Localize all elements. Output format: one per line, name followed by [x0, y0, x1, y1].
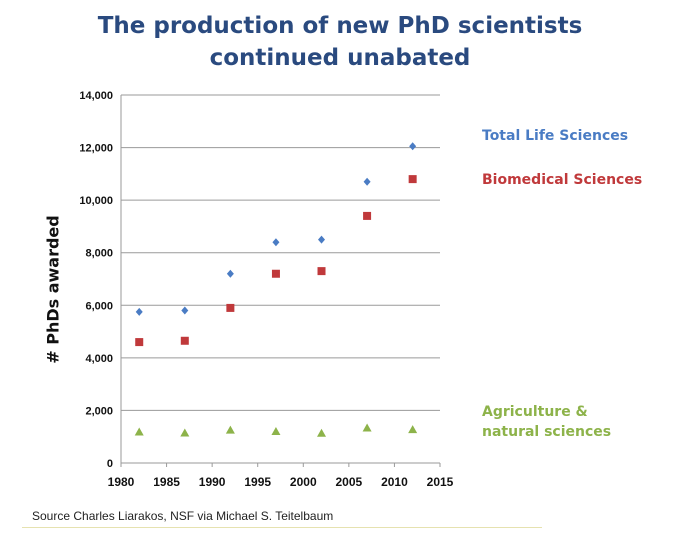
- data-point-agriculture: [362, 423, 372, 432]
- legend-label: Biomedical Sciences: [482, 172, 643, 188]
- y-tick-label: 2,000: [85, 405, 113, 417]
- x-tick-label: 2015: [427, 475, 454, 489]
- data-point-biomedical-sciences: [135, 338, 144, 347]
- data-point-agriculture: [225, 425, 235, 434]
- legend-agriculture: Agriculture & natural sciences: [482, 402, 611, 442]
- legend-label-line-2: natural sciences: [482, 424, 612, 440]
- legend-label-line-1: Agriculture &: [482, 404, 588, 420]
- data-point-biomedical-sciences: [271, 269, 280, 278]
- x-tick-label: 2005: [336, 475, 363, 489]
- x-tick-label: 1990: [199, 475, 226, 489]
- footer-divider: [22, 527, 542, 528]
- x-tick-label: 2000: [290, 475, 317, 489]
- data-point-biomedical-sciences: [317, 267, 326, 276]
- chart-title: The production of new PhD scientists con…: [0, 10, 680, 74]
- title-line-1: The production of new PhD scientists: [97, 13, 583, 39]
- data-point-total-life-sciences: [363, 177, 371, 186]
- title-line-2: continued unabated: [209, 45, 471, 71]
- data-point-total-life-sciences: [272, 238, 280, 247]
- data-point-biomedical-sciences: [180, 336, 189, 345]
- y-tick-label: 10,000: [79, 195, 113, 207]
- y-tick-label: 14,000: [79, 90, 113, 102]
- data-point-agriculture: [317, 428, 327, 437]
- data-point-agriculture: [271, 426, 281, 435]
- data-point-biomedical-sciences: [226, 303, 235, 312]
- x-tick-label: 1995: [244, 475, 271, 489]
- data-point-agriculture: [134, 427, 144, 436]
- data-point-biomedical-sciences: [363, 211, 372, 220]
- y-tick-label: 0: [107, 458, 113, 470]
- data-point-agriculture: [408, 425, 418, 434]
- source-note: Source Charles Liarakos, NSF via Michael…: [32, 509, 334, 523]
- y-tick-label: 8,000: [85, 248, 113, 260]
- legend-total-life-sciences: Total Life Sciences: [482, 126, 628, 146]
- data-point-agriculture: [180, 428, 190, 437]
- x-tick-label: 1985: [153, 475, 180, 489]
- data-point-total-life-sciences: [181, 306, 189, 315]
- y-tick-label: 4,000: [85, 353, 113, 365]
- data-point-total-life-sciences: [318, 235, 326, 244]
- y-tick-label: 12,000: [79, 143, 113, 155]
- y-tick-label: 6,000: [85, 300, 113, 312]
- data-point-total-life-sciences: [135, 307, 143, 316]
- data-point-total-life-sciences: [409, 142, 417, 151]
- legend-biomedical-sciences: Biomedical Sciences: [482, 170, 642, 190]
- data-point-total-life-sciences: [226, 269, 234, 278]
- data-point-biomedical-sciences: [408, 175, 417, 184]
- x-tick-label: 2010: [381, 475, 408, 489]
- x-tick-label: 1980: [108, 475, 135, 489]
- legend-label: Total Life Sciences: [482, 128, 629, 144]
